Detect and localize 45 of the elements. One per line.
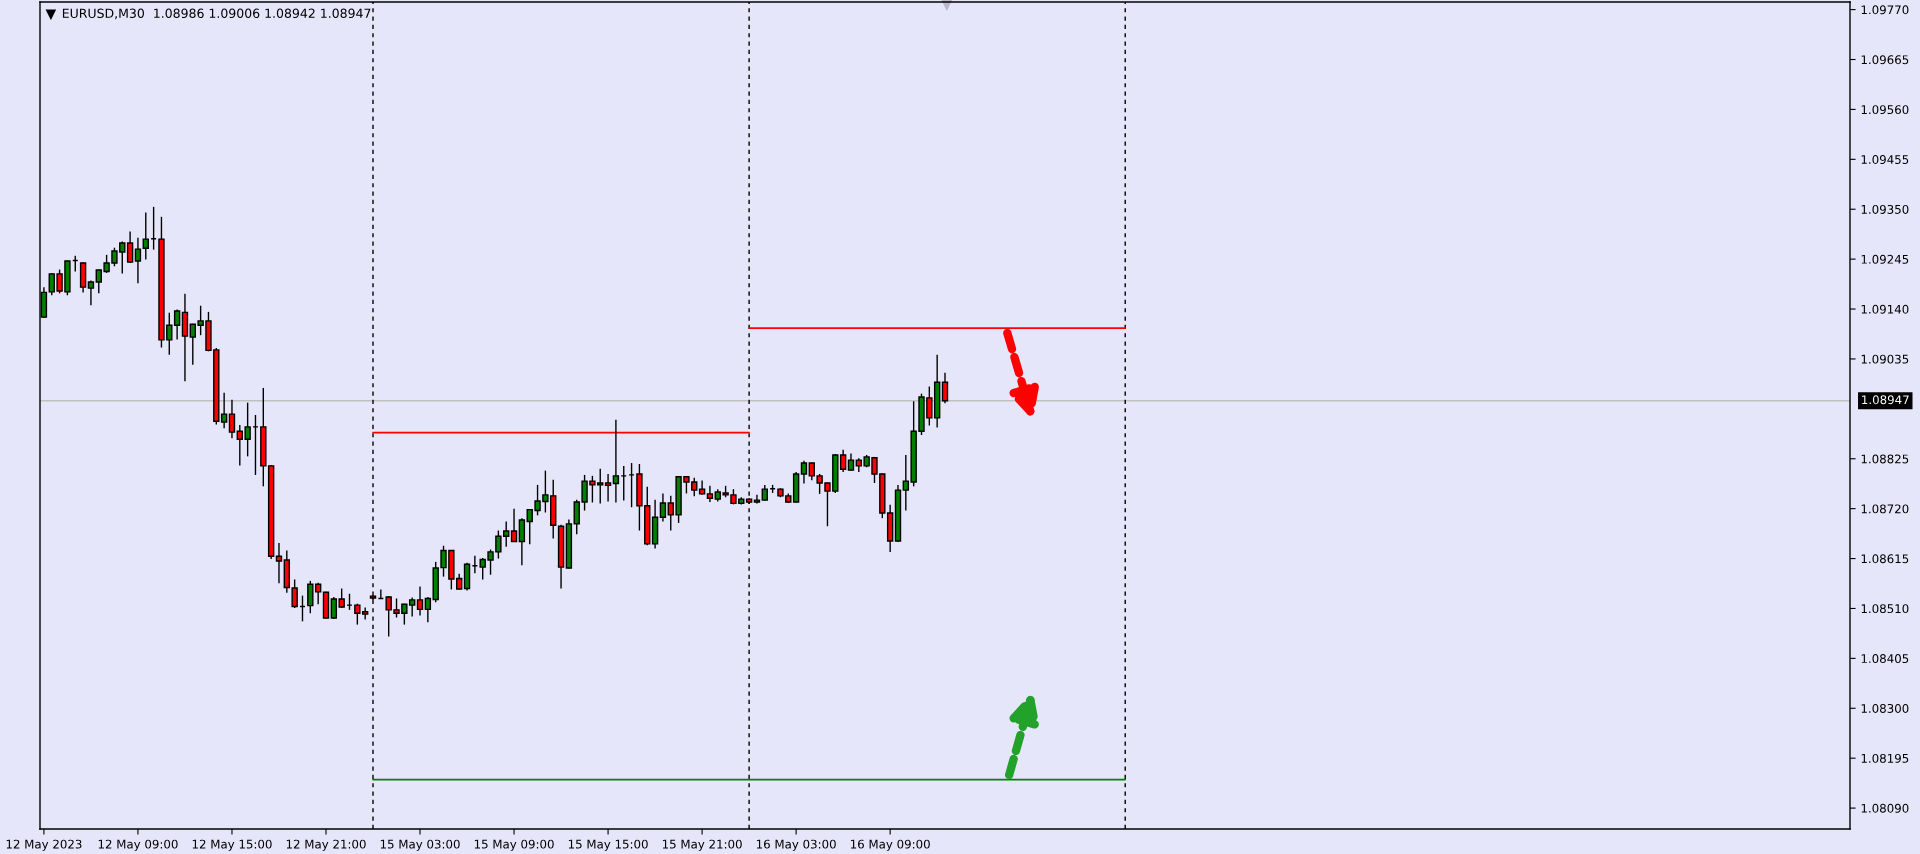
x-tick-label: 16 May 09:00 bbox=[850, 839, 930, 851]
candlestick bbox=[126, 230, 134, 264]
y-tick-label: 1.09245 bbox=[1861, 254, 1909, 264]
candlestick bbox=[659, 492, 667, 523]
x-tick-label: 15 May 03:00 bbox=[380, 839, 460, 851]
candlestick bbox=[228, 399, 236, 440]
candlestick bbox=[87, 279, 95, 306]
y-tick-label: 1.09140 bbox=[1861, 304, 1909, 314]
y-tick-label: 1.09770 bbox=[1861, 5, 1909, 15]
y-tick-label: 1.08825 bbox=[1861, 454, 1909, 464]
y-tick-label: 1.09350 bbox=[1861, 204, 1909, 214]
x-tick-label: 15 May 21:00 bbox=[662, 839, 742, 851]
x-tick-label: 12 May 09:00 bbox=[98, 839, 178, 851]
y-tick-label: 1.09560 bbox=[1861, 105, 1909, 115]
candlestick bbox=[706, 485, 714, 503]
y-tick-label: 1.08720 bbox=[1861, 504, 1909, 514]
x-tick-label: 15 May 09:00 bbox=[474, 839, 554, 851]
candlestick bbox=[604, 473, 612, 503]
candlestick bbox=[612, 419, 620, 504]
candlestick bbox=[510, 507, 518, 543]
y-tick-label: 1.08090 bbox=[1861, 803, 1909, 813]
x-tick-label: 15 May 15:00 bbox=[568, 839, 648, 851]
candlestick bbox=[800, 459, 808, 485]
candlestick bbox=[275, 542, 283, 584]
x-tick-label: 12 May 21:00 bbox=[286, 839, 366, 851]
y-tick-label: 1.09455 bbox=[1861, 155, 1909, 164]
y-tick-label: 1.08405 bbox=[1861, 654, 1909, 664]
y-tick-label: 1.09665 bbox=[1861, 55, 1909, 65]
candlestick bbox=[173, 308, 181, 341]
y-tick-label: 1.08300 bbox=[1861, 704, 1909, 713]
candlestick bbox=[181, 293, 189, 382]
candlestick bbox=[134, 237, 142, 285]
y-tick-label: 1.09035 bbox=[1861, 354, 1909, 364]
candlestick bbox=[941, 372, 949, 404]
y-tick-label: 1.08510 bbox=[1861, 604, 1909, 614]
ref-line-label: 1.08947 bbox=[1862, 395, 1909, 405]
x-tick-label: 16 May 03:00 bbox=[756, 839, 836, 851]
candlestick bbox=[518, 517, 526, 566]
x-tick-label: 12 May 2023 bbox=[6, 839, 82, 851]
candlestick bbox=[142, 211, 149, 261]
x-tick-label: 12 May 15:00 bbox=[192, 839, 272, 851]
candlestick bbox=[416, 585, 424, 617]
chart-title: EURUSD,M30 1.08986 1.09006 1.08942 1.08947 bbox=[62, 8, 371, 20]
y-tick-label: 1.08615 bbox=[1861, 554, 1909, 564]
y-tick-label: 1.08195 bbox=[1861, 753, 1909, 763]
